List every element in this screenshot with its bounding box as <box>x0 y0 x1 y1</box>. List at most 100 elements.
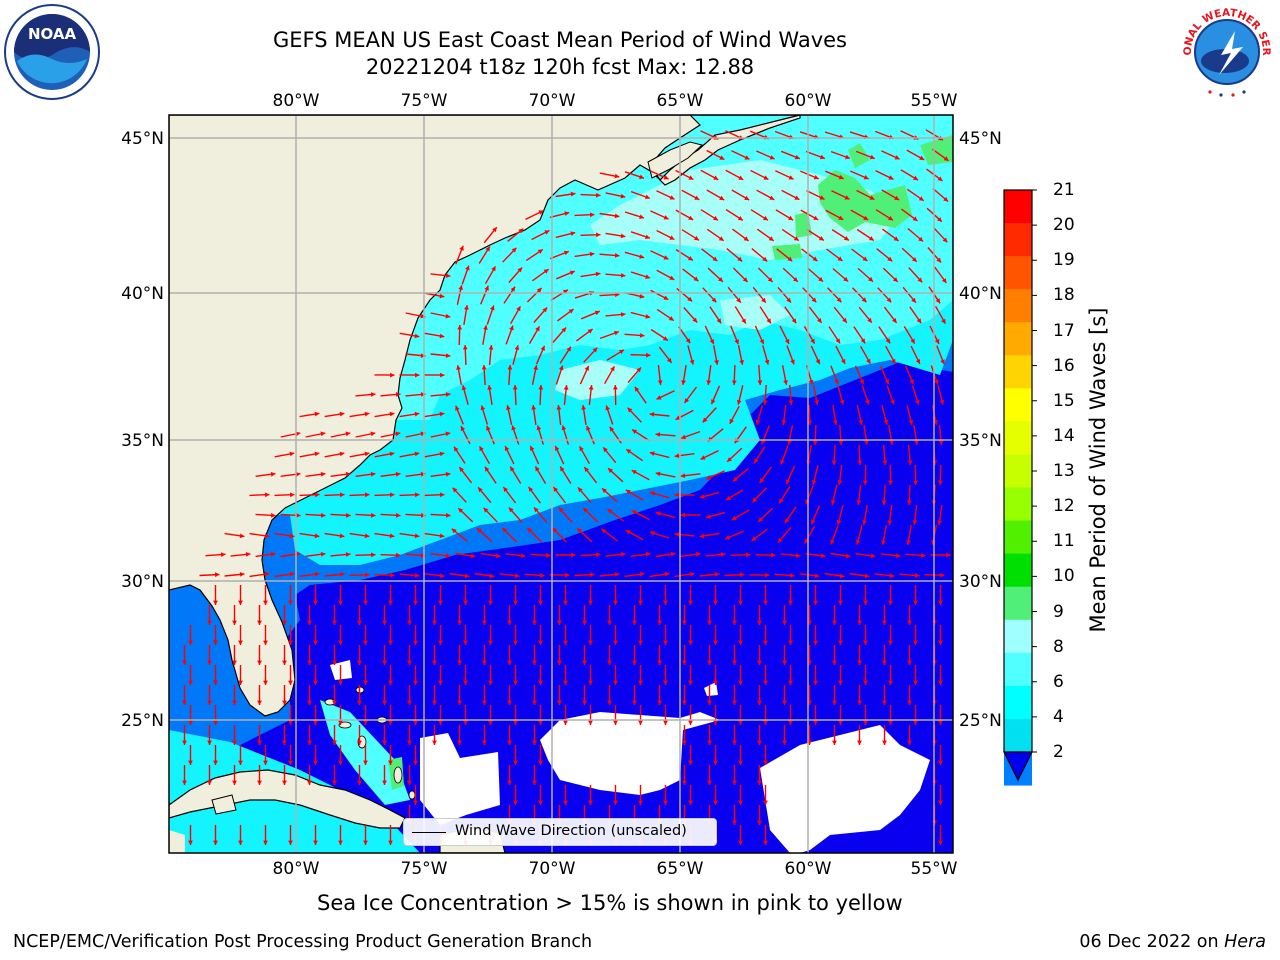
wave-direction-arrowhead <box>238 760 243 765</box>
wave-direction-arrowhead <box>649 412 655 417</box>
wave-direction-arrowhead <box>782 740 787 745</box>
wave-direction-arrowhead <box>605 405 610 411</box>
wave-direction-arrowhead <box>364 533 370 539</box>
wave-direction-arrowhead <box>407 620 412 625</box>
wave-direction-arrowhead <box>339 572 345 577</box>
wave-direction-arrowhead <box>736 399 742 405</box>
colorbar-segment <box>1004 289 1032 323</box>
wave-direction-arrowhead <box>811 519 816 525</box>
wave-direction-arrowhead <box>607 700 612 705</box>
wave-direction-arrowhead <box>813 175 819 180</box>
wave-direction-arrowhead <box>513 760 518 765</box>
wave-direction-arrowhead <box>835 338 840 344</box>
wave-direction-arrowhead <box>530 445 535 451</box>
wave-direction-arrowhead <box>912 520 918 525</box>
wave-direction-arrowhead <box>639 254 645 259</box>
wave-direction-arrowhead <box>663 720 668 725</box>
wave-direction-arrowhead <box>581 405 586 410</box>
wave-direction-arrowhead <box>894 155 900 160</box>
colorbar-tick-label: 10 <box>1053 566 1075 587</box>
wave-direction-arrowhead <box>288 680 293 685</box>
wave-direction-arrowhead <box>582 700 587 705</box>
wave-direction-arrowhead <box>479 446 484 452</box>
wave-direction-arrowhead <box>763 175 769 180</box>
wave-direction-arrowhead <box>732 620 737 625</box>
wave-direction-arrowhead <box>432 740 437 745</box>
wave-direction-arrowhead <box>540 345 545 351</box>
wave-direction-arrowhead <box>689 571 695 577</box>
wave-direction-arrowhead <box>509 325 514 331</box>
wave-direction-arrowhead <box>532 660 537 665</box>
wave-direction-arrowhead <box>918 236 924 242</box>
wave-direction-arrowhead <box>314 533 320 539</box>
colorbar-tick-label: 17 <box>1053 320 1075 341</box>
wave-direction-arrowhead <box>908 419 914 425</box>
wave-direction-arrowhead <box>752 497 758 503</box>
wave-direction-arrowhead <box>645 314 651 319</box>
wave-direction-arrowhead <box>810 338 815 344</box>
wave-direction-arrowhead <box>700 455 706 460</box>
wave-direction-arrowhead <box>856 500 862 505</box>
wave-direction-arrowhead <box>738 175 744 180</box>
wave-direction-arrowhead <box>882 620 887 625</box>
wave-direction-arrowhead <box>563 800 568 805</box>
band-pale-3 <box>720 295 790 330</box>
wave-direction-arrowhead <box>563 250 569 256</box>
wave-direction-arrowhead <box>938 480 943 485</box>
wave-direction-arrowhead <box>882 740 887 745</box>
wave-direction-arrowhead <box>464 573 470 579</box>
colorbar-tick-label: 21 <box>1053 180 1075 200</box>
wave-direction-arrowhead <box>738 600 743 605</box>
wave-direction-arrowhead <box>680 473 686 478</box>
colorbar-tick-label: 12 <box>1053 496 1075 517</box>
wave-direction-arrowhead <box>533 365 538 370</box>
wave-direction-arrowhead <box>182 660 187 665</box>
wave-direction-arrowhead <box>732 780 737 785</box>
wave-direction-arrowhead <box>357 620 362 625</box>
wave-direction-arrowhead <box>812 440 818 445</box>
wave-direction-arrowhead <box>607 509 613 514</box>
green-patch <box>818 170 912 232</box>
wave-direction-arrowhead <box>313 600 318 605</box>
wave-direction-arrowhead <box>832 740 837 745</box>
wave-direction-arrowhead <box>764 359 770 365</box>
wave-direction-arrowhead <box>907 620 912 625</box>
wave-direction-arrowhead <box>538 385 544 390</box>
wave-direction-arrowhead <box>913 720 918 725</box>
svg-text:NOAA: NOAA <box>28 25 77 43</box>
wave-direction-arrowhead <box>716 318 722 324</box>
wave-direction-arrowhead <box>657 620 662 625</box>
wave-direction-arrowhead <box>559 365 564 371</box>
wave-direction-arrowhead <box>282 780 287 785</box>
wave-direction-arrowhead <box>857 460 863 465</box>
wave-direction-arrowhead <box>613 385 618 390</box>
wave-direction-arrowhead <box>339 533 345 539</box>
wave-direction-arrowhead <box>938 680 943 685</box>
wave-direction-arrowhead <box>938 760 943 765</box>
wave-direction-arrowhead <box>788 640 793 645</box>
wave-direction-arrowhead <box>935 298 941 304</box>
wave-direction-arrowhead <box>459 245 464 251</box>
wave-direction-arrowhead <box>664 571 670 577</box>
wave-direction-arrowhead <box>313 840 318 845</box>
wave-direction-arrowhead <box>892 277 898 282</box>
wave-direction-arrowhead <box>538 210 544 215</box>
band-pale-2 <box>555 360 640 400</box>
wave-direction-arrowhead <box>460 426 466 432</box>
wave-direction-arrowhead <box>257 620 262 625</box>
wave-direction-arrowhead <box>757 620 762 625</box>
colorbar-tick-label: 9 <box>1053 601 1064 622</box>
wave-direction-arrowhead <box>568 309 574 314</box>
wave-direction-arrowhead <box>862 256 868 261</box>
wave-direction-arrowhead <box>713 175 719 180</box>
wave-direction-arrowhead <box>456 365 461 370</box>
wave-direction-arrowhead <box>769 195 775 200</box>
wave-direction-arrowhead <box>938 440 944 445</box>
wave-direction-arrowhead <box>188 640 193 645</box>
wave-direction-arrowhead <box>561 425 567 431</box>
wave-direction-arrowhead <box>439 293 445 299</box>
wave-direction-arrowhead <box>788 400 794 405</box>
wave-direction-arrowhead <box>940 359 945 365</box>
wave-direction-arrowhead <box>688 800 693 805</box>
wave-direction-arrowhead <box>860 338 866 344</box>
